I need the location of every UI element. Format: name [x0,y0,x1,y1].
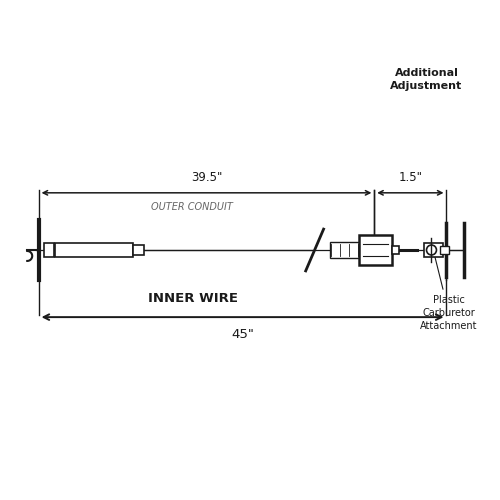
Bar [55,242,133,258]
Bar [44,243,54,257]
Text: 45": 45" [231,328,254,341]
Bar [440,246,450,254]
Bar [330,242,360,258]
Bar [392,246,399,254]
Text: INNER WIRE: INNER WIRE [148,292,238,304]
Text: Additional
Adjustment: Additional Adjustment [390,68,462,91]
Text: 39.5": 39.5" [191,171,222,184]
Bar [133,244,144,256]
Bar [424,243,443,257]
Text: 1.5": 1.5" [398,171,422,184]
Circle shape [426,245,436,255]
Text: Plastic
Carburetor
Attachment: Plastic Carburetor Attachment [420,247,478,331]
Bar [360,235,392,265]
Text: OUTER CONDUIT: OUTER CONDUIT [150,202,232,212]
